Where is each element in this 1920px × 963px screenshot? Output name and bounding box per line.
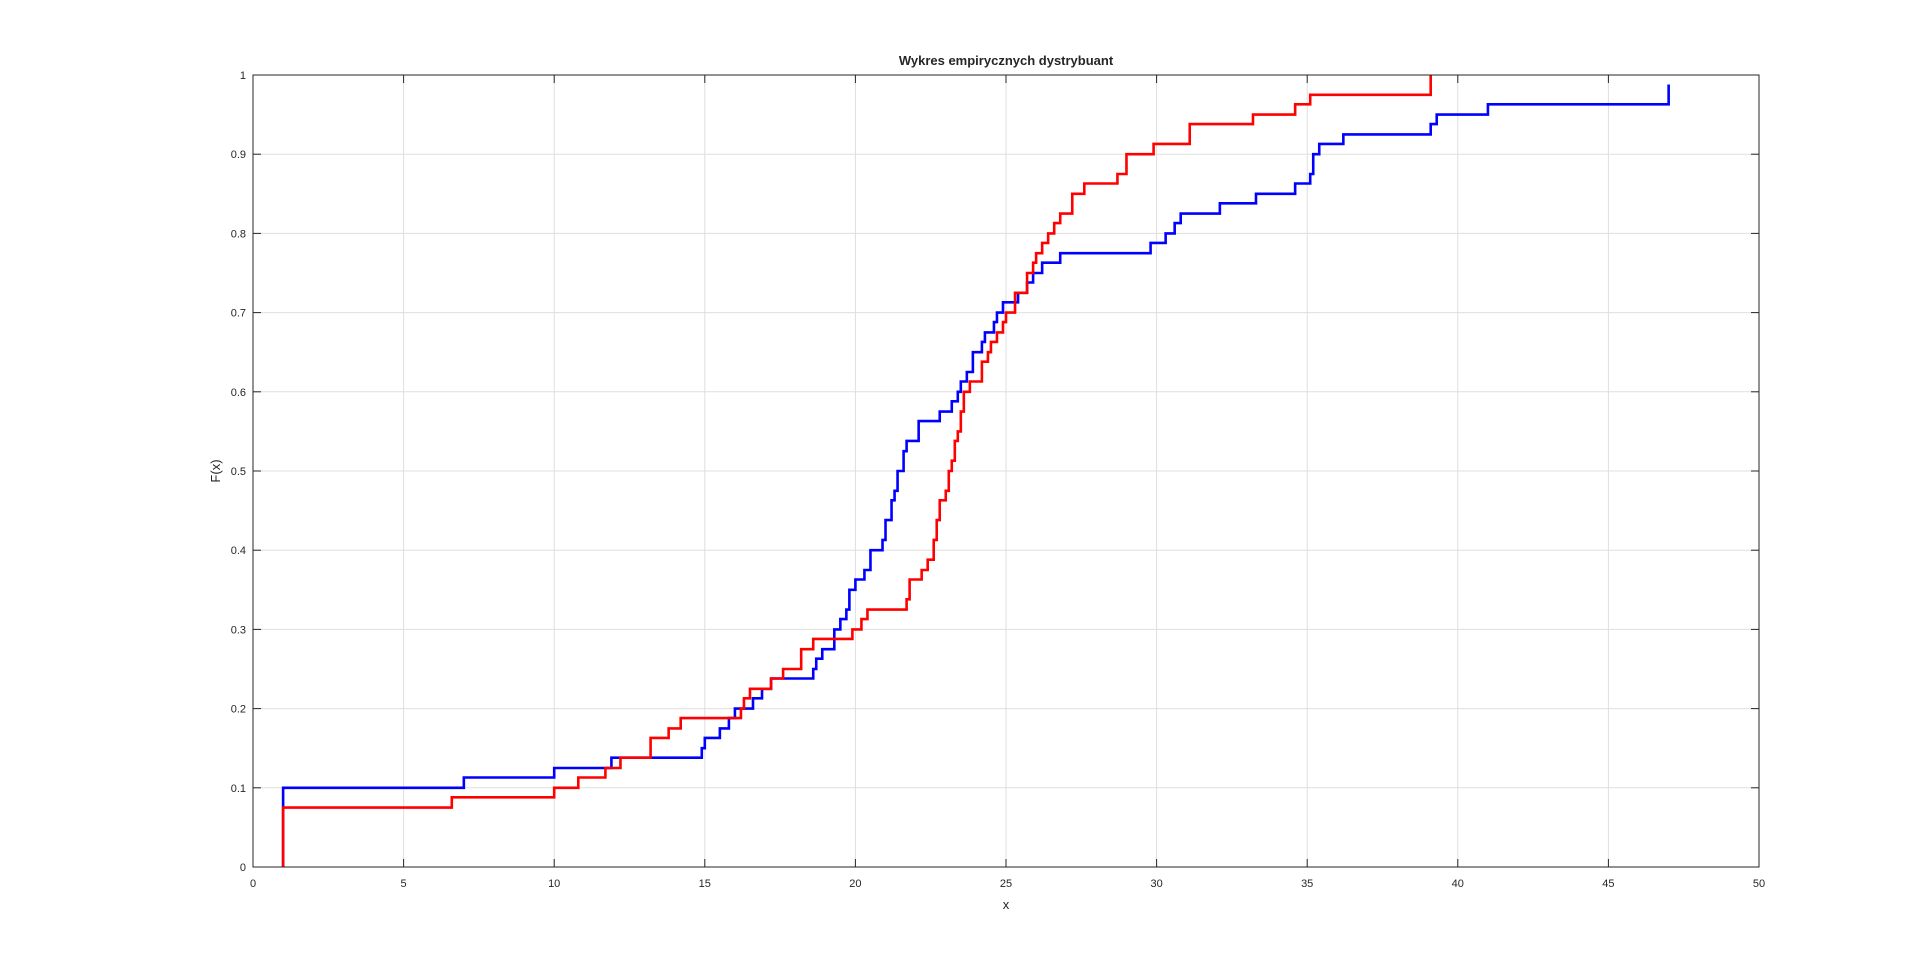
y-tick-label: 0.5: [231, 466, 246, 478]
y-axis-label: F(x): [208, 459, 223, 482]
x-tick-label: 5: [401, 878, 407, 890]
x-tick-label: 25: [1000, 878, 1012, 890]
x-tick-label: 40: [1452, 878, 1464, 890]
y-tick-label: 0.4: [231, 545, 246, 557]
y-tick-label: 0.9: [231, 149, 246, 161]
y-tick-label: 0.1: [231, 783, 246, 795]
x-tick-label: 45: [1602, 878, 1614, 890]
series-layer: [281, 75, 1670, 867]
y-tick-label: 0.8: [231, 228, 246, 240]
x-tick-label: 15: [699, 878, 711, 890]
x-tick-label: 35: [1301, 878, 1313, 890]
x-axis-label: x: [1003, 897, 1010, 912]
grid-lines: [253, 75, 1759, 867]
y-tick-label: 1: [240, 70, 246, 82]
chart-title: Wykres empirycznych dystrybuant: [899, 53, 1114, 68]
series-line-blue: [281, 84, 1670, 867]
x-tick-label: 10: [548, 878, 560, 890]
tick-layer: 0 5 10 15 20 25 30 35 40 45 50 0 0.1 0.2 0.3 0.4 0.5 0.6 0…: [231, 70, 1765, 890]
y-tick-label: 0.3: [231, 624, 246, 636]
y-tick-label: 0.6: [231, 387, 246, 399]
y-tick-label: 0.2: [231, 704, 246, 716]
series-line-red: [281, 75, 1432, 867]
y-tick-label: 0: [240, 862, 246, 874]
y-tick-label: 0.7: [231, 308, 246, 320]
x-tick-label: 20: [849, 878, 861, 890]
x-tick-label: 30: [1150, 878, 1162, 890]
x-tick-label: 0: [250, 878, 256, 890]
x-tick-label: 50: [1753, 878, 1765, 890]
